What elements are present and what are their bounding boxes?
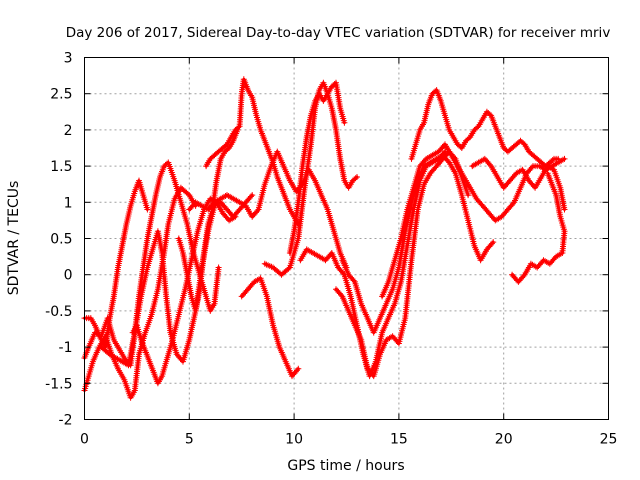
y-tick-label: -0.5 — [45, 304, 72, 320]
series-satellite-pass-13 — [333, 148, 472, 380]
series-satellite-pass-3 — [81, 177, 151, 351]
x-tick-label: 5 — [185, 432, 194, 448]
y-tick-label: 2.5 — [50, 87, 72, 103]
data-series — [81, 76, 568, 401]
series-satellite-pass-14 — [339, 152, 497, 336]
y-tick-label: 3 — [64, 51, 73, 67]
y-tick-label: 0 — [64, 268, 73, 284]
y-tick-label: 1.5 — [50, 159, 72, 175]
series-satellite-pass-6 — [175, 126, 241, 314]
y-axis-label: SDTVAR / TECUs — [6, 181, 22, 296]
x-tick-label: 20 — [495, 432, 513, 448]
series-markers — [81, 177, 151, 351]
series-satellite-pass-18 — [509, 170, 568, 285]
series-markers — [339, 152, 497, 336]
y-tick-label: 2 — [64, 123, 73, 139]
series-satellite-pass-15 — [379, 141, 568, 300]
series-markers — [333, 148, 472, 380]
series-markers — [408, 87, 562, 170]
series-markers — [469, 155, 568, 213]
x-tick-label: 0 — [80, 432, 89, 448]
series-markers — [203, 76, 302, 227]
series-markers — [379, 141, 568, 300]
series-trace — [240, 276, 300, 378]
chart-title: Day 206 of 2017, Sidereal Day-to-day VTE… — [66, 25, 611, 41]
series-markers — [175, 126, 241, 314]
x-axis-label: GPS time / hours — [287, 458, 404, 474]
x-tick-label: 10 — [285, 432, 303, 448]
x-tick-label: 25 — [600, 432, 618, 448]
series-satellite-pass-9 — [238, 275, 302, 380]
series-markers — [238, 275, 302, 380]
axis-ticks: 0 5 10 15 20 25 -2 -1.5 -1 -0.5 0 0.5 1 1.5 2 2.5 3 — [45, 51, 617, 448]
y-tick-label: 1 — [64, 195, 73, 211]
y-tick-label: -1 — [59, 340, 73, 356]
series-markers — [186, 148, 350, 271]
series-satellite-pass-7 — [203, 76, 302, 227]
y-tick-label: 0.5 — [50, 232, 72, 248]
series-satellite-pass-11 — [286, 79, 348, 256]
x-tick-label: 15 — [390, 432, 408, 448]
series-satellite-pass-8 — [186, 148, 350, 271]
series-satellite-pass-16 — [408, 87, 562, 170]
series-satellite-pass-17 — [469, 155, 568, 213]
series-trace — [334, 150, 470, 378]
y-tick-label: -1.5 — [45, 376, 72, 392]
y-tick-label: -2 — [59, 413, 73, 429]
series-markers — [286, 79, 348, 256]
series-markers — [509, 170, 568, 285]
